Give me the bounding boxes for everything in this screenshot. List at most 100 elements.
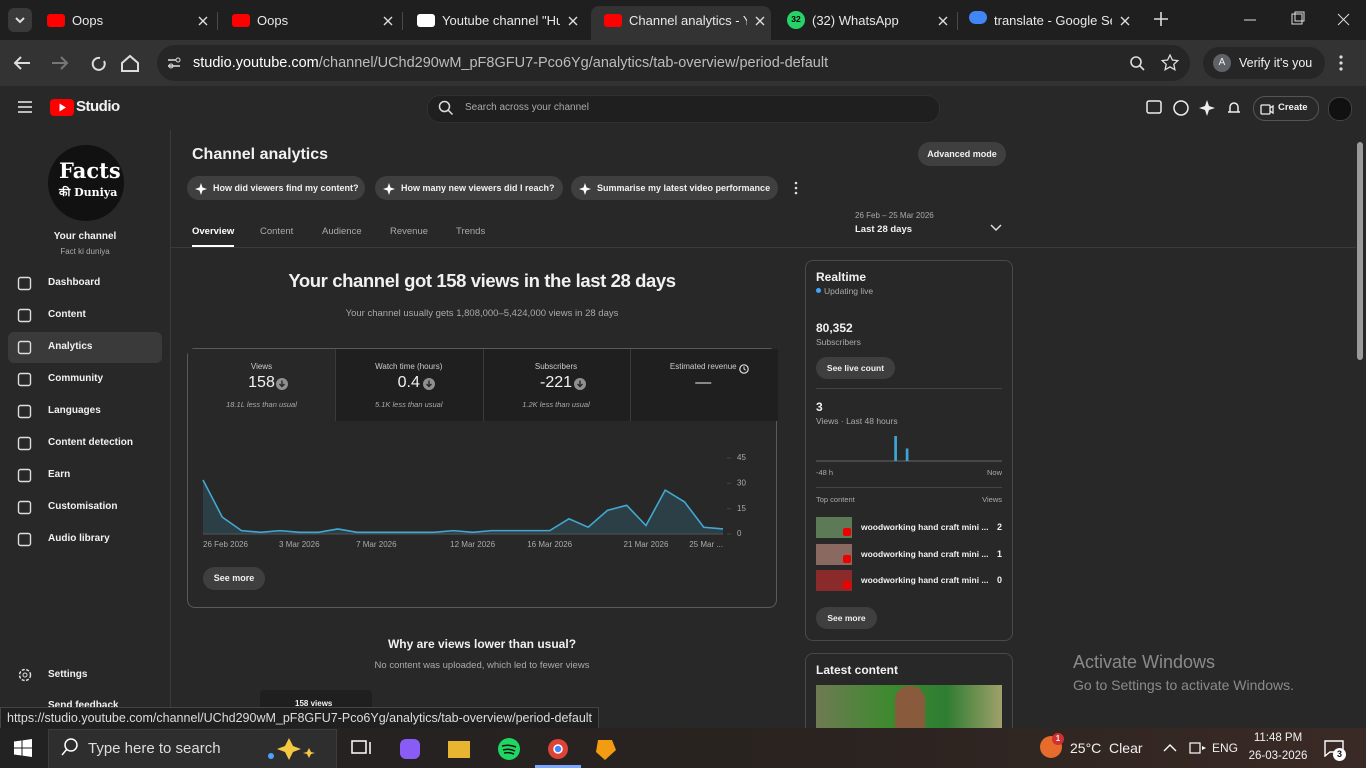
metric-value: -221 [539,374,573,391]
tab-title[interactable]: Channel analytics - Yo [629,13,747,28]
url: studio.youtube.com/channel/UChd290wM_pF8… [193,55,828,71]
tab-separator [217,12,218,30]
nav-item[interactable]: Customisation [48,501,118,512]
metric-tile[interactable] [482,349,631,421]
tab-title[interactable]: Youtube channel "Hu [442,13,560,28]
see-more[interactable]: See more [203,567,265,590]
tray-icons[interactable] [1162,739,1210,762]
clock-time[interactable]: 11:48 PM [1253,732,1303,744]
scrollbar[interactable] [1357,142,1363,360]
omnibox[interactable] [157,45,1190,81]
analytics-tab[interactable]: Content [260,226,294,237]
metric-note: 18.1L less than usual [226,400,297,409]
short-badge [843,528,851,536]
prompt-chip[interactable] [187,176,365,200]
why-title: Why are views lower than usual? [387,637,577,651]
prompt-icon [579,182,591,200]
nav-item[interactable]: Dashboard [48,277,101,288]
window-controls[interactable] [1240,10,1360,35]
search-box[interactable] [427,95,940,123]
settings-icon[interactable] [18,668,32,687]
header-icons[interactable] [1146,99,1246,122]
top-content-title[interactable]: woodworking hand craft mini ... [861,522,989,532]
tab-title[interactable]: translate - Google Se [994,13,1112,28]
menu-button[interactable] [17,100,33,119]
nav-item[interactable]: Earn [48,469,71,480]
taskbar-apps[interactable] [350,738,625,765]
nav-item[interactable]: Languages [48,405,101,416]
clock-date[interactable]: 26-03-2026 [1248,750,1308,762]
tab-icon [47,14,65,27]
metric-tile[interactable] [188,349,335,421]
nav-item[interactable]: Community [48,373,103,384]
see-live-count[interactable]: See live count [816,357,895,379]
tab-close[interactable] [1119,14,1131,32]
tab-close[interactable] [567,14,579,32]
tab-close[interactable] [937,14,949,32]
nav-item[interactable]: Audio library [48,533,110,544]
analytics-tab[interactable]: Overview [192,226,235,237]
nav-item[interactable]: Analytics [48,341,93,352]
send-feedback[interactable]: Send feedback [48,700,119,711]
x-tick-label: 3 Mar 2026 [279,540,320,549]
tab-search-button[interactable] [8,8,32,32]
site-info-icon[interactable] [165,54,183,77]
metric-tile[interactable] [629,349,778,421]
page-title: Channel analytics [192,146,329,163]
top-content-title[interactable]: woodworking hand craft mini ... [861,548,989,559]
language[interactable]: ENG [1212,741,1239,755]
info-icon[interactable] [739,361,750,379]
studio-logo[interactable] [50,99,74,121]
tab-title[interactable]: Oops [257,13,289,28]
nav-icon [17,340,32,360]
nav-item[interactable]: Content [48,309,86,320]
analytics-tab[interactable]: Audience [322,226,362,237]
prompt-icon [383,182,395,200]
nav-item[interactable]: Content detection [48,437,133,448]
metric-note: 1.2K less than usual [522,400,590,409]
x-tick-label: 21 Mar 2026 [624,540,669,549]
url-host: studio.youtube.com [193,55,319,71]
bar [894,436,897,461]
new-tab[interactable] [1152,10,1170,33]
nav-icon [17,404,32,424]
y-tick-label: 15 [737,504,746,513]
tab-title[interactable]: Oops [72,13,104,28]
analytics-tab[interactable]: Trends [456,226,486,237]
period-dropdown[interactable] [990,219,1002,237]
advanced-mode[interactable]: Advanced mode [918,142,1006,166]
period[interactable]: Last 28 days [855,224,913,235]
top-content-views: 0 [996,575,1002,585]
omnibox-actions[interactable] [1128,53,1184,77]
nav-buttons[interactable] [10,52,150,79]
tab-badge: 32 [791,14,801,24]
tab-close[interactable] [197,14,209,32]
tab-close[interactable] [754,14,766,32]
subscriber-count: 80,352 [816,321,853,335]
prompt-chip[interactable] [375,176,563,200]
x-tick-label: 16 Mar 2026 [527,540,572,549]
active-app-indicator [535,765,581,768]
create-button[interactable] [1253,96,1319,121]
browser-menu[interactable] [1338,54,1344,77]
profile-avatar[interactable]: A [1213,54,1231,72]
start-button[interactable] [14,739,32,762]
weather[interactable]: 25°C Clear [1070,740,1143,756]
prompt-chip[interactable] [571,176,778,200]
analytics-tab[interactable]: Revenue [390,226,429,237]
realtime-see-more[interactable]: See more [816,607,877,629]
views-header: Views [982,495,1002,504]
tab-separator [957,12,958,30]
prompts-more[interactable] [793,181,799,200]
tab-title[interactable]: (32) WhatsApp [812,13,899,28]
settings[interactable]: Settings [48,669,88,680]
metric-tile[interactable] [335,349,484,421]
top-content-title[interactable]: woodworking hand craft mini ... [861,575,989,585]
snippet-text: 158 views [295,699,333,708]
account-avatar[interactable] [1328,97,1352,121]
prompt-text: How many new viewers did I reach? [401,183,555,193]
nav-icon [17,308,32,328]
tab-close[interactable] [382,14,394,32]
tabs-divider [171,247,1356,248]
tab-icon [604,14,622,27]
